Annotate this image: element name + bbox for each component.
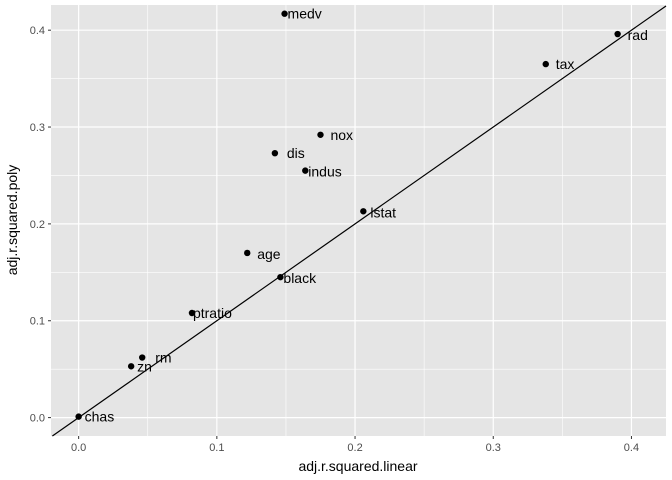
- data-point: [75, 413, 82, 420]
- data-point: [127, 363, 135, 370]
- data-point: [360, 208, 367, 215]
- x-tick-label: 0.1: [209, 442, 224, 454]
- point-label: chas: [85, 409, 115, 425]
- data-point: [277, 273, 284, 281]
- x-tick-label: 0.0: [71, 442, 86, 454]
- points-layer: [75, 10, 621, 420]
- point-label: medv: [288, 6, 322, 22]
- y-tick-label: 0.2: [30, 219, 45, 231]
- minor-gridlines: [51, 5, 666, 436]
- y-tick-label: 0.3: [30, 122, 45, 134]
- data-point: [542, 60, 549, 68]
- data-point: [281, 10, 288, 17]
- data-point: [188, 309, 196, 317]
- data-point: [271, 149, 279, 157]
- data-point: [614, 30, 621, 38]
- x-axis-title: adj.r.squared.linear: [298, 458, 417, 474]
- point-label: ptratio: [193, 305, 232, 321]
- x-tick-label: 0.2: [347, 442, 362, 454]
- data-point: [139, 354, 146, 361]
- y-tick-label: 0.4: [30, 25, 45, 37]
- y-tick-label: 0.0: [30, 413, 45, 425]
- y-axis-ticks: 0.0 0.1 0.2 0.3 0.4: [30, 25, 51, 425]
- point-label: lstat: [370, 204, 396, 220]
- major-gridlines: [51, 5, 666, 436]
- x-axis-ticks: 0.0 0.1 0.2 0.3 0.4: [71, 436, 639, 454]
- y-tick-label: 0.1: [30, 316, 45, 328]
- y-axis-title: adj.r.squared.poly: [4, 165, 20, 276]
- point-label: zn: [137, 358, 152, 374]
- data-point: [244, 249, 251, 257]
- point-label: rm: [155, 350, 171, 366]
- point-label: indus: [308, 164, 341, 180]
- point-label: nox: [330, 127, 353, 143]
- point-label: tax: [556, 56, 575, 72]
- point-label: dis: [287, 145, 305, 161]
- data-point: [302, 167, 309, 174]
- point-label: rad: [628, 27, 648, 43]
- plot-panel: [51, 5, 666, 436]
- reference-line: [52, 5, 667, 437]
- data-point: [317, 131, 324, 138]
- point-label: black: [283, 270, 317, 286]
- point-label: age: [257, 246, 281, 262]
- x-tick-label: 0.4: [624, 442, 639, 454]
- x-tick-label: 0.3: [486, 442, 501, 454]
- reference-line-layer: [52, 5, 667, 437]
